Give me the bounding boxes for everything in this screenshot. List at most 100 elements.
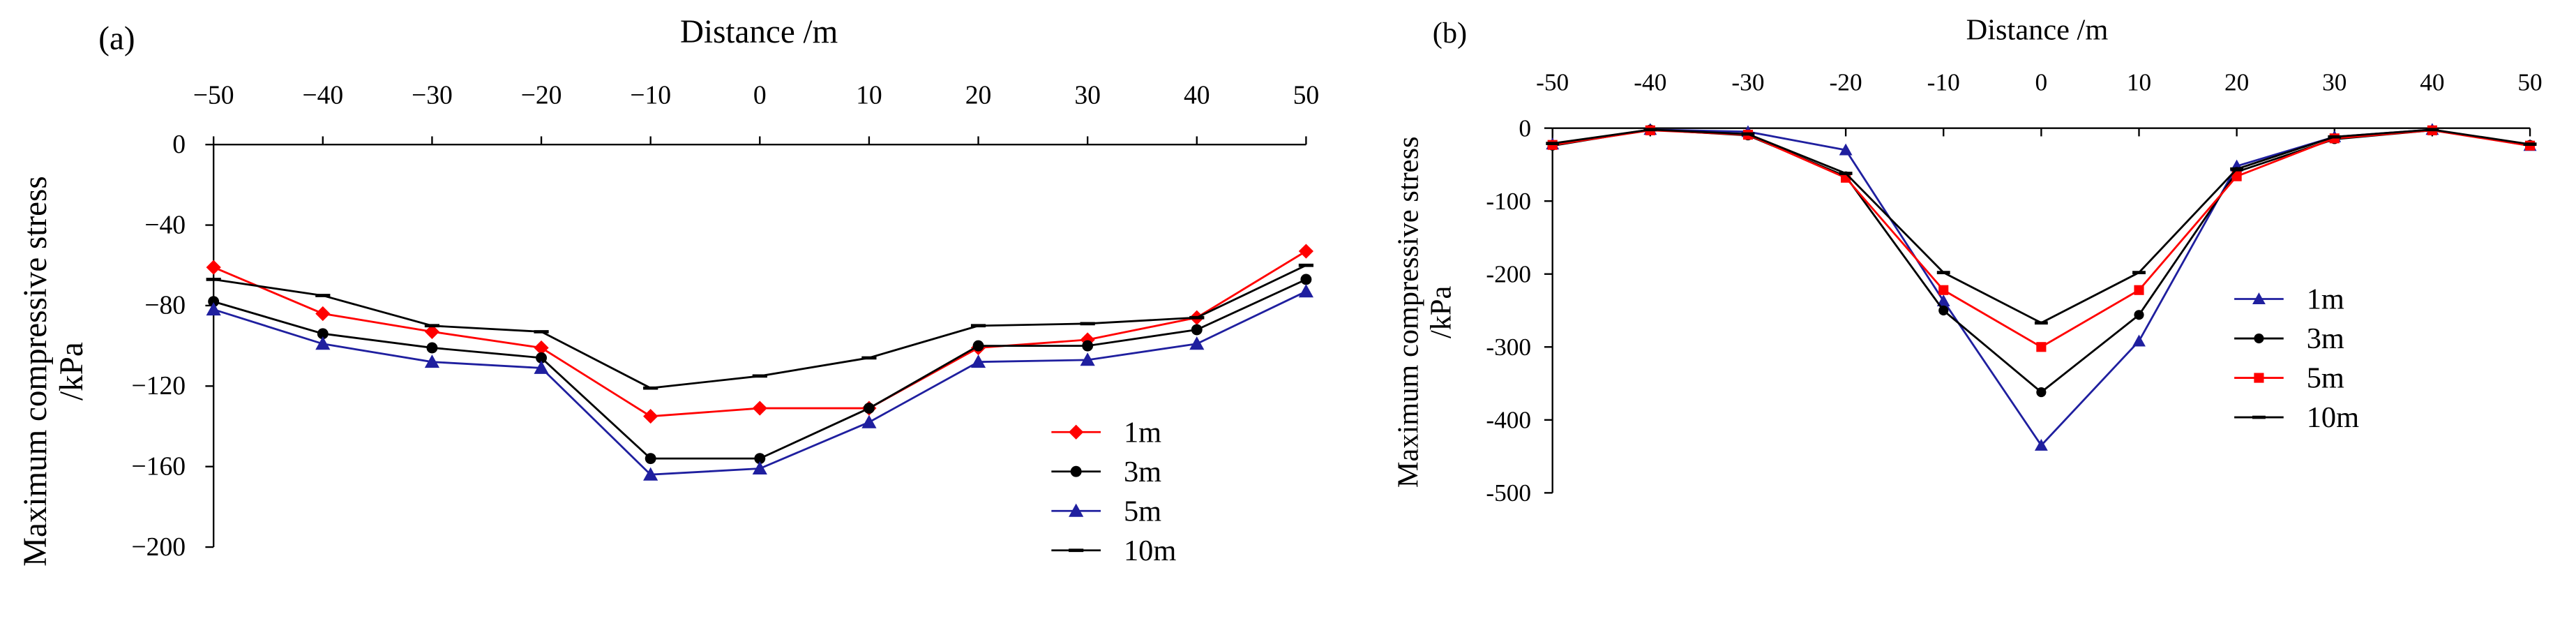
series-line-1m [1552,128,2531,447]
x-tick-label: −30 [412,80,453,110]
x-tick-label: 30 [1074,80,1101,110]
y-tick-label: −40 [144,210,186,239]
panel-a-x-axis-title: Distance /m [680,14,838,50]
y-tick-label: -100 [1486,188,1531,215]
data-point-3m [1082,340,1094,352]
data-point-1m [424,324,440,340]
series-line-1m [213,250,1307,418]
y-tick-label: −200 [131,532,186,562]
data-point-5m [1298,284,1314,298]
x-tick-label: -30 [1731,69,1764,96]
x-tick-label: 40 [2420,69,2444,96]
panel-a-y-axis-title-line2: /kPa [54,342,90,401]
data-point-3m [536,352,547,364]
data-point-1m [1936,294,1950,306]
legend-label-3m: 3m [2307,322,2344,355]
data-point-5m [1189,336,1205,350]
data-point-3m [208,296,220,308]
x-tick-label: 10 [856,80,882,110]
panel-b: (b) Distance /m Maximum compressive stre… [1392,14,2543,507]
data-point-3m [1300,274,1312,285]
panel-b-ticks: -50 -40 -30 -20 -10 0 10 20 30 40 500-100-200-300-… [1486,69,2542,507]
data-point-5m [752,461,767,475]
data-point-5m [2036,342,2047,352]
x-tick-label: 30 [2322,69,2347,96]
data-point-1m [206,260,221,275]
legend-marker-3m [1070,465,1082,477]
data-point-5m [1938,285,1949,295]
x-tick-label: 0 [753,80,767,110]
data-point-5m [1080,352,1095,366]
data-point-5m [2231,171,2242,181]
legend-label-3m: 3m [1124,456,1161,488]
panel-b-series [1546,123,2537,451]
y-tick-label: -200 [1486,261,1531,288]
data-point-3m [426,342,438,354]
data-point-5m [315,336,331,350]
legend-marker-3m [2254,333,2264,344]
panel-b-y-axis-title-line1: Maximum compressive stress [1392,137,1425,488]
data-point-5m [206,302,221,316]
legend-marker-5m [1069,503,1084,517]
legend-label-1m: 1m [2307,283,2344,316]
data-point-3m [754,453,766,465]
legend-label-10m: 10m [2307,401,2359,434]
x-tick-label: −10 [630,80,671,110]
data-point-5m [861,414,877,428]
data-point-5m [2134,285,2144,295]
data-point-3m [972,340,984,352]
x-tick-label: -20 [1830,69,1862,96]
data-point-1m [534,340,549,356]
legend-marker-1m [1069,424,1084,440]
data-point-3m [2036,387,2047,398]
series-line-5m [1552,129,2531,348]
panel-a-series [206,244,1314,481]
x-tick-label: 50 [2517,69,2542,96]
y-tick-label: −160 [131,451,186,481]
data-point-5m [970,354,986,368]
data-point-3m [2134,310,2144,320]
legend-label-10m: 10m [1124,534,1176,567]
series-line-10m [213,264,1307,389]
y-tick-label: 0 [1519,114,1531,142]
data-point-1m [315,306,331,322]
panel-b-y-axis-title-line2: /kPa [1425,286,1458,339]
x-tick-label: 40 [1184,80,1210,110]
legend-label-5m: 5m [1124,495,1161,528]
series-line-3m [1552,128,2531,394]
y-tick-label: -400 [1486,407,1531,434]
x-tick-label: 0 [2035,69,2048,96]
data-point-3m [1191,324,1203,336]
data-point-1m [1298,244,1314,259]
x-tick-label: -10 [1927,69,1960,96]
panel-b-legend: 1m 3m 5m 10m [2234,283,2359,434]
data-point-3m [1938,305,1949,316]
x-tick-label: 20 [2224,69,2249,96]
x-tick-label: −20 [521,80,562,110]
data-point-3m [317,328,329,340]
x-tick-label: -50 [1536,69,1569,96]
data-point-1m [1839,143,1853,156]
panel-a: (a) Distance /m Maximum compressive stre… [17,14,1319,567]
y-tick-label: 0 [172,130,186,159]
y-tick-label: -300 [1486,334,1531,361]
data-point-1m [2132,334,2146,347]
data-point-1m [643,408,658,424]
panel-a-y-axis-title-line1: Maximum compressive stress [17,176,54,567]
legend-marker-1m [2252,292,2266,305]
series-line-10m [1552,128,2531,324]
panel-a-legend: 1m 3m 5m 10m [1051,416,1176,567]
y-tick-label: −120 [131,371,186,401]
panel-b-label: (b) [1433,17,1467,50]
legend-label-1m: 1m [1124,416,1161,449]
legend-marker-5m [2254,373,2264,383]
x-tick-label: 20 [965,80,992,110]
data-point-5m [643,467,658,481]
panel-a-label: (a) [98,21,135,57]
x-tick-label: −40 [302,80,343,110]
data-point-1m [2034,438,2048,451]
x-tick-label: −50 [193,80,234,110]
y-tick-label: -500 [1486,479,1531,507]
legend-label-5m: 5m [2307,362,2344,395]
